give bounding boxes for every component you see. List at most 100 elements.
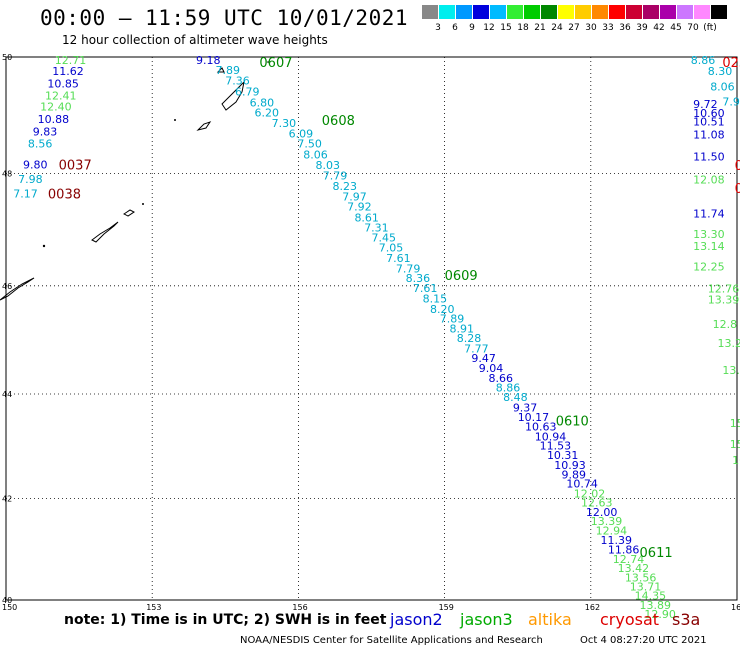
wave-height-label: 7.79 (396, 263, 421, 276)
wave-height-label: 6.80 (250, 96, 275, 109)
wave-height-label: 7.17 (13, 188, 38, 201)
legend-swatch (677, 5, 693, 19)
wave-height-label: 7.98 (18, 173, 43, 186)
legend-label: 39 (636, 23, 648, 33)
wave-height-label: 10.31 (547, 449, 579, 462)
page-title: 00:00 – 11:59 UTC 10/01/2021 (40, 6, 409, 30)
legend-swatch (507, 5, 523, 19)
wave-height-label: 8.66 (488, 372, 512, 385)
wave-height-label: 10.88 (38, 113, 70, 126)
wave-height-label: 7.61 (386, 252, 411, 265)
island-dot-2 (142, 203, 144, 205)
lon-tick-label: 150 (2, 603, 17, 612)
wave-height-label: 7.89 (440, 313, 465, 326)
footer-credit: NOAA/NESDIS Center for Satellite Applica… (240, 635, 543, 646)
wave-height-label: 9.04 (479, 362, 504, 375)
wave-height-label: 14.35 (635, 590, 667, 603)
wave-height-label: 7.79 (323, 169, 348, 182)
coastline-kuril-3 (123, 209, 135, 217)
lat-lon-grid: 150153156159162165504846444240 (2, 53, 740, 612)
lat-tick-label: 48 (2, 170, 12, 179)
legend-swatch (575, 5, 591, 19)
legend-swatch (524, 5, 540, 19)
wave-height-label: 13.71 (630, 580, 662, 593)
wave-height-label: 13.89 (640, 599, 672, 612)
wave-height-label: 7.05 (379, 242, 404, 255)
wave-height-label: 8.15 (423, 292, 448, 305)
wave-height-label: 8.28 (457, 332, 482, 345)
legend-swatch (592, 5, 608, 19)
coastline-kuril-6 (216, 67, 225, 73)
wave-height-label: 7.36 (225, 75, 250, 88)
wave-height-label: 7.77 (464, 342, 489, 355)
wave-height-label: 7.30 (272, 117, 297, 130)
time-label: 0037 (59, 158, 92, 173)
satellite-label-jason3: jason3 (460, 610, 513, 629)
wave-height-label: 12.90 (644, 608, 676, 621)
wave-height-label: 10.93 (554, 459, 586, 472)
legend-label: 9 (469, 23, 475, 33)
wave-height-label: 13.14 (693, 240, 725, 253)
wave-height-label: 12.71 (55, 54, 87, 67)
wave-height-label: 12.94 (596, 524, 628, 537)
wave-height-label: 11.08 (693, 128, 725, 141)
wave-height-label: 9.83 (33, 126, 58, 139)
time-label: 0038 (48, 188, 81, 203)
wave-height-label: 12.8 (713, 318, 738, 331)
lat-tick-label: 46 (2, 282, 12, 291)
wave-height-label: 8.61 (354, 211, 379, 224)
wave-height-label: 13.6 (722, 364, 740, 377)
wave-height-label: 10.85 (47, 78, 79, 91)
wave-height-label: 7.89 (216, 64, 241, 77)
lon-tick-label: 165 (731, 603, 740, 612)
time-label: 0611 (640, 546, 673, 561)
wave-height-label: 12.63 (581, 497, 613, 510)
wave-height-label: 7.31 (364, 221, 389, 234)
satellite-label-altika: altika (528, 610, 572, 629)
wave-height-label: 12.41 (45, 89, 76, 102)
wave-height-label: 10.51 (693, 116, 725, 129)
wave-height-label: 10.94 (535, 430, 567, 443)
map-frame (5, 56, 738, 601)
wave-height-label: 9.47 (471, 352, 496, 365)
wave-height-label: 7.50 (297, 138, 322, 151)
wave-height-label: 9.80 (23, 158, 48, 171)
legend-swatch (643, 5, 659, 19)
wave-height-label: 7.97 (342, 190, 367, 203)
legend-label: (ft) (703, 23, 717, 33)
wave-height-label: 12.08 (693, 173, 725, 186)
wave-height-label: 12.74 (613, 553, 645, 566)
legend-label: 3 (435, 23, 441, 33)
lat-tick-label: 44 (2, 390, 12, 399)
satellite-label-jason2: jason2 (390, 610, 443, 629)
coastline-kuril-5 (221, 80, 245, 111)
lon-tick-label: 162 (585, 603, 600, 612)
wave-height-label: 12.25 (693, 260, 725, 273)
wave-height-label: 7.9 (722, 95, 740, 108)
legend-swatch (490, 5, 506, 19)
wave-height-label: 13.56 (625, 571, 657, 584)
time-label: 025 (722, 56, 740, 71)
legend-swatch (422, 5, 438, 19)
wave-height-label: 8.23 (333, 180, 358, 193)
wave-height-label: 7.92 (347, 201, 372, 214)
wave-height-label: 6.20 (255, 106, 279, 119)
legend-label: 21 (534, 23, 546, 33)
lat-tick-label: 42 (2, 495, 12, 504)
legend-swatch (660, 5, 676, 19)
wave-height-label: 10.17 (518, 411, 550, 424)
note-text: note: 1) Time is in UTC; 2) SWH is in fe… (64, 612, 387, 628)
legend-label: 30 (585, 23, 597, 33)
wave-height-label: 7.61 (413, 282, 438, 295)
satellite-label-cryosat: cryosat (600, 610, 660, 629)
wave-height-label: 8.48 (503, 391, 527, 404)
wave-height-label: 6.79 (235, 85, 260, 98)
lon-tick-label: 156 (292, 603, 307, 612)
legend-swatch (541, 5, 557, 19)
legend-label: 27 (568, 23, 580, 33)
wave-height-label: 10.74 (566, 478, 598, 491)
wave-height-label: 11.39 (601, 534, 633, 547)
wave-height-label: 8.86 (496, 382, 521, 395)
time-label: 0609 (445, 269, 478, 284)
